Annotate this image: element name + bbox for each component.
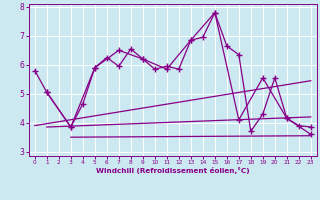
X-axis label: Windchill (Refroidissement éolien,°C): Windchill (Refroidissement éolien,°C) — [96, 167, 250, 174]
